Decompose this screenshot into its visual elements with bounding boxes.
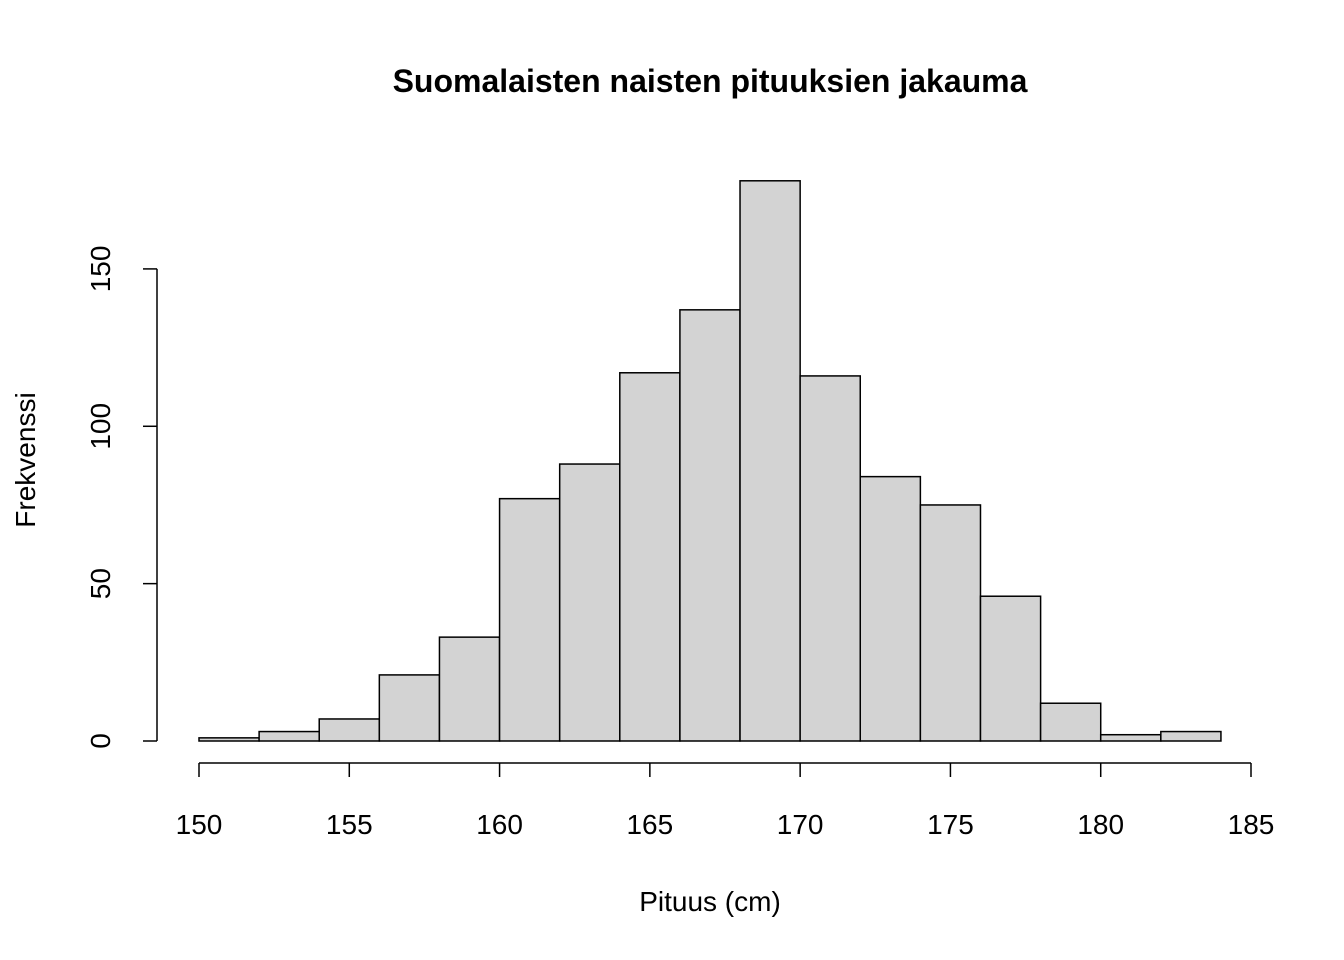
bar bbox=[318, 718, 381, 742]
bar bbox=[979, 595, 1042, 742]
x-tick-label: 165 bbox=[626, 809, 673, 840]
x-tick-label: 175 bbox=[927, 809, 974, 840]
bar bbox=[739, 180, 801, 742]
x-tick-label: 155 bbox=[326, 809, 373, 840]
x-tick-label: 150 bbox=[176, 809, 223, 840]
bar bbox=[1160, 730, 1222, 742]
bar bbox=[919, 504, 982, 742]
x-tick-label: 180 bbox=[1077, 809, 1124, 840]
bar bbox=[378, 674, 441, 742]
bar bbox=[1099, 733, 1162, 742]
bar bbox=[619, 372, 681, 742]
y-tick-label: 0 bbox=[85, 733, 116, 749]
bar bbox=[859, 475, 922, 742]
bar bbox=[438, 636, 501, 742]
x-tick-label: 185 bbox=[1228, 809, 1275, 840]
bar bbox=[799, 375, 862, 742]
y-tick-label: 100 bbox=[85, 403, 116, 450]
bar bbox=[498, 497, 561, 742]
bar bbox=[198, 737, 260, 742]
bar bbox=[258, 730, 320, 742]
bar bbox=[558, 463, 621, 742]
bar bbox=[1039, 702, 1102, 742]
bar bbox=[679, 309, 741, 742]
x-tick-label: 160 bbox=[476, 809, 523, 840]
chart-title: Suomalaisten naisten pituuksien jakauma bbox=[393, 63, 1028, 99]
x-tick-label: 170 bbox=[777, 809, 824, 840]
y-tick-label: 150 bbox=[85, 246, 116, 293]
y-axis-label: Frekvenssi bbox=[10, 392, 41, 527]
y-tick-label: 50 bbox=[85, 568, 116, 599]
x-axis-label: Pituus (cm) bbox=[639, 886, 781, 917]
